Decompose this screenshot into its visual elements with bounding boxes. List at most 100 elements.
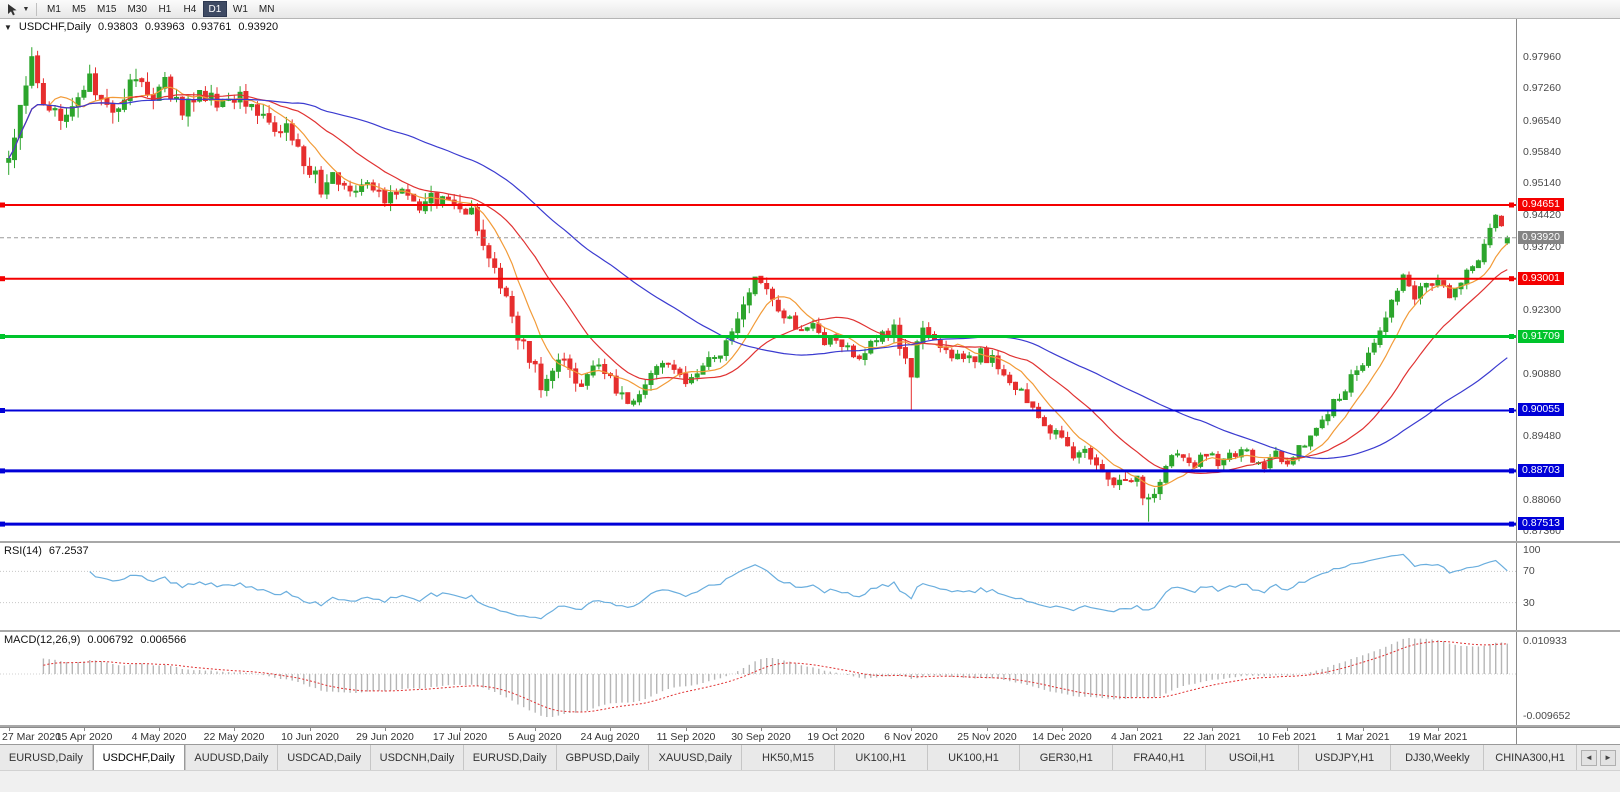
time-axis: 27 Mar 2020 15 Apr 2020 4 May 2020 22 May 2… (0, 727, 1620, 745)
ma-line-fast (8, 86, 1508, 488)
chart-tab-14-usdjpy-h1[interactable]: USDJPY,H1 (1299, 745, 1392, 770)
date-label: 10 Jun 2020 (281, 731, 339, 743)
macd-signal-line (43, 641, 1508, 713)
price-axis-label: 0.89480 (1523, 430, 1561, 442)
price-axis-label: 0.97960 (1523, 51, 1561, 63)
date-label: 5 Aug 2020 (508, 731, 562, 743)
macd-name: MACD(12,26,9) (4, 634, 81, 646)
hline-handle[interactable] (1509, 521, 1514, 527)
hline-handle[interactable] (1509, 334, 1514, 339)
price-axis-label: 0.97260 (1523, 82, 1561, 94)
hline-handle[interactable] (0, 202, 5, 208)
rsi-chart-canvas[interactable] (0, 543, 1516, 630)
chart-tab-0-eurusd-daily[interactable]: EURUSD,Daily (0, 745, 93, 770)
time-axis-tick (1062, 728, 1063, 731)
date-label: 19 Mar 2021 (1408, 731, 1468, 743)
pane-splitter[interactable] (0, 541, 1620, 543)
price-chart-pane: ▼ USDCHF,Daily 0.93803 0.93963 0.93761 0… (0, 19, 1620, 541)
price-axis-label: 0.92300 (1523, 304, 1561, 316)
chart-tab-16-china300-h1[interactable]: CHINA300,H1 (1484, 745, 1578, 770)
time-axis-tick (310, 728, 311, 731)
timeframe-button-d1[interactable]: D1 (202, 1, 227, 17)
date-label: 1 Mar 2021 (1336, 731, 1390, 743)
macd-pane: MACD(12,26,9) 0.006792 0.006566 0.010933… (0, 632, 1620, 725)
date-label: 24 Aug 2020 (580, 731, 640, 743)
time-axis-tick (1287, 728, 1288, 731)
timeframe-button-h1[interactable]: H1 (153, 1, 177, 17)
hline-handle[interactable] (0, 468, 5, 474)
hline-handle[interactable] (1509, 468, 1514, 474)
rsi-line (89, 553, 1508, 620)
timeframe-button-m15[interactable]: M15 (92, 1, 121, 17)
macd-chart-canvas[interactable] (0, 632, 1516, 725)
chart-tab-3-usdcad-daily[interactable]: USDCAD,Daily (278, 745, 372, 770)
date-label: 6 Nov 2020 (884, 731, 938, 743)
chart-tab-6-gbpusd-daily[interactable]: GBPUSD,Daily (557, 745, 650, 770)
current-price-chip: 0.93920 (1518, 231, 1564, 244)
date-label: 10 Feb 2021 (1257, 731, 1317, 743)
time-axis-tick (9, 728, 10, 731)
hline-price-chip: 0.88703 (1518, 464, 1564, 477)
time-axis-tick (1212, 728, 1213, 731)
chart-tab-15-dj30-weekly[interactable]: DJ30,Weekly (1391, 745, 1485, 770)
timeframe-button-m1[interactable]: M1 (42, 1, 66, 17)
rsi-axis: 100 70 30 (1516, 543, 1620, 630)
hline-handle[interactable] (0, 334, 5, 339)
price-axis-label: 0.95840 (1523, 146, 1561, 158)
cursor-arrow-icon (8, 3, 17, 15)
time-axis-tick (836, 728, 837, 731)
cursor-tool-icon[interactable] (3, 2, 21, 17)
timeframe-button-m5[interactable]: M5 (67, 1, 91, 17)
horizontal-lines-layer[interactable] (0, 202, 1516, 527)
rsi-value: 67.2537 (48, 545, 89, 557)
timeframe-button-w1[interactable]: W1 (228, 1, 253, 17)
date-label: 11 Sep 2020 (656, 731, 716, 743)
chart-tab-2-audusd-daily[interactable]: AUDUSD,Daily (186, 745, 279, 770)
chart-tabs-bar: EURUSD,Daily USDCHF,Daily AUDUSD,Daily USDC… (0, 744, 1620, 770)
hline-handle[interactable] (0, 408, 5, 413)
price-axis-label: 0.96540 (1523, 115, 1561, 127)
quote-symbol: USDCHF,Daily (18, 21, 92, 33)
date-label: 25 Nov 2020 (957, 731, 1017, 743)
rsi-label: RSI(14) 67.2537 (4, 545, 89, 557)
timeframe-button-h4[interactable]: H4 (178, 1, 202, 17)
chart-tab-12-fra40-h1[interactable]: FRA40,H1 (1113, 745, 1206, 770)
hline-handle[interactable] (1509, 202, 1514, 208)
hline-handle[interactable] (1509, 276, 1514, 282)
time-axis-tick (1363, 728, 1364, 731)
hline-price-chip: 0.91709 (1518, 330, 1564, 343)
hline-price-chip: 0.93001 (1518, 272, 1564, 285)
chart-tab-8-hk50-m15[interactable]: HK50,M15 (742, 745, 835, 770)
chart-tab-7-xauusd-daily[interactable]: XAUUSD,Daily (649, 745, 743, 770)
hline-handle[interactable] (1509, 408, 1514, 413)
pane-splitter[interactable] (0, 630, 1620, 632)
tab-scroll-left-button[interactable]: ◄ (1581, 749, 1597, 766)
chart-tab-5-eurusd-daily[interactable]: EURUSD,Daily (464, 745, 557, 770)
tab-scroll-right-button[interactable]: ► (1600, 749, 1616, 766)
candlestick-chart-canvas[interactable] (0, 19, 1516, 541)
timeframe-button-mn[interactable]: MN (254, 1, 280, 17)
date-label: 4 Jan 2021 (1111, 731, 1163, 743)
chart-tab-11-ger30-h1[interactable]: GER30,H1 (1020, 745, 1114, 770)
chart-tab-4-usdcnh-daily[interactable]: USDCNH,Daily (371, 745, 464, 770)
bottom-strip (0, 770, 1620, 792)
macd-axis: 0.010933 -0.009652 (1516, 632, 1620, 725)
hline-price-chip: 0.87513 (1518, 517, 1564, 530)
toolbar-dropdown-icon[interactable]: ▼ (22, 5, 30, 13)
timeframe-button-m30[interactable]: M30 (122, 1, 151, 17)
macd-axis-label: -0.009652 (1523, 710, 1571, 722)
time-axis-tick (460, 728, 461, 731)
chart-tab-1-usdchf-daily[interactable]: USDCHF,Daily (92, 745, 186, 770)
chart-tab-9-uk100-h1[interactable]: UK100,H1 (835, 745, 928, 770)
macd-histogram (42, 638, 1509, 717)
chart-tab-10-uk100-h1[interactable]: UK100,H1 (928, 745, 1021, 770)
time-axis-tick (686, 728, 687, 731)
quote-open: 0.93803 (98, 21, 138, 33)
toolbar-separator (36, 2, 37, 16)
date-label: 17 Jul 2020 (432, 731, 488, 743)
chart-tab-13-usoil-h1[interactable]: USOil,H1 (1206, 745, 1299, 770)
hline-handle[interactable] (0, 521, 5, 527)
hline-handle[interactable] (0, 276, 5, 282)
pane-splitter[interactable] (0, 725, 1620, 727)
